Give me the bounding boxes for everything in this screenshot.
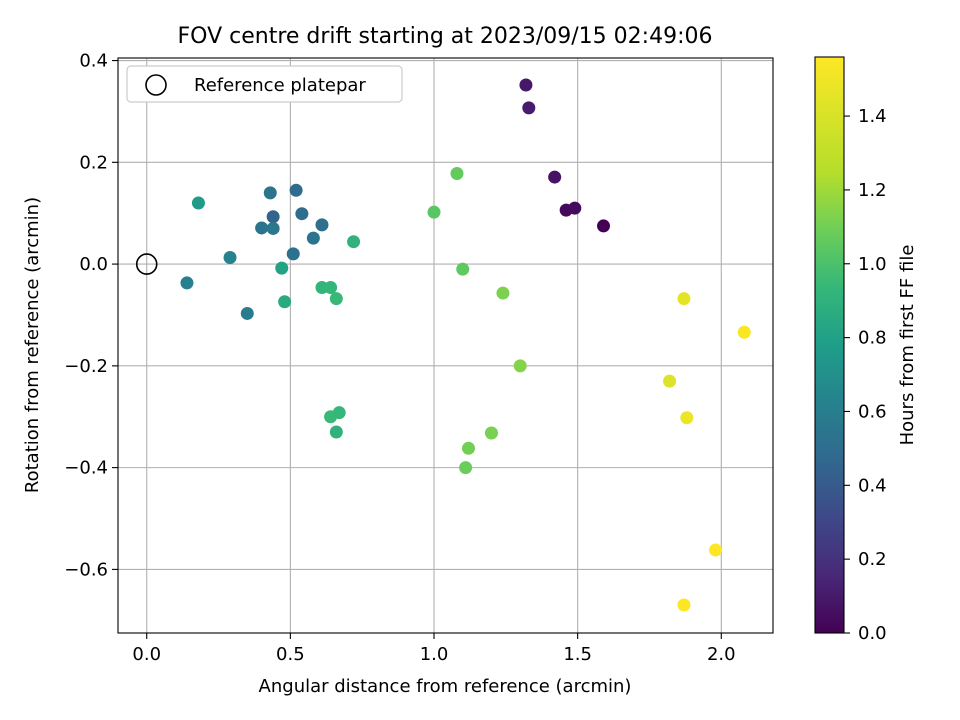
grid — [118, 58, 773, 633]
legend-box — [126, 65, 403, 103]
x-axis-ticks: 0.0 0.5 1.0 1.5 2.0 — [132, 633, 736, 665]
plot-frame — [117, 57, 774, 634]
data-point — [329, 425, 343, 439]
colorbar-ticks: 0.0 0.2 0.4 0.6 0.8 1.0 1.2 1.4 — [844, 106, 887, 644]
legend: Reference platepar — [126, 65, 403, 103]
data-point — [275, 261, 289, 275]
data-point — [266, 210, 280, 224]
data-point — [324, 280, 338, 294]
legend-marker-icon — [145, 74, 167, 96]
data-point — [263, 186, 277, 200]
data-point — [459, 461, 473, 475]
data-point — [663, 374, 677, 388]
data-point — [347, 235, 361, 249]
colorbar-gradient — [814, 56, 845, 634]
legend-label: Reference platepar — [194, 75, 366, 96]
colorbar-tick-label: 0.2 — [858, 549, 887, 570]
y-tick-label: −0.2 — [64, 356, 108, 377]
data-point — [286, 247, 300, 261]
colorbar: 0.0 0.2 0.4 0.6 0.8 1.0 1.2 1.4 Hours from firs… — [814, 56, 918, 644]
data-point — [266, 221, 280, 235]
data-point — [191, 196, 205, 210]
data-point — [450, 167, 464, 181]
data-point — [484, 426, 498, 440]
x-tick-label: 0.5 — [276, 644, 305, 665]
y-tick-label: 0.4 — [79, 51, 108, 72]
colorbar-label: Hours from first FF file — [897, 245, 918, 446]
colorbar-tick-label: 0.6 — [858, 401, 887, 422]
y-tick-label: 0.2 — [79, 152, 108, 173]
x-tick-label: 1.0 — [420, 644, 449, 665]
data-point — [461, 441, 475, 455]
y-axis-ticks: 0.4 0.2 0.0 −0.2 −0.4 −0.6 — [64, 51, 118, 580]
data-point — [677, 292, 691, 306]
data-point — [737, 325, 751, 339]
data-point — [255, 221, 269, 235]
data-point — [597, 219, 611, 233]
data-point — [289, 183, 303, 197]
reference-platepar-marker — [135, 253, 158, 275]
y-axis-label: Rotation from reference (arcmin) — [22, 197, 43, 493]
data-point — [519, 78, 533, 92]
data-point — [180, 276, 194, 290]
chart-title: FOV centre drift starting at 2023/09/15 … — [178, 24, 713, 49]
data-point — [427, 205, 441, 219]
x-tick-label: 2.0 — [707, 644, 736, 665]
y-tick-label: 0.0 — [79, 254, 108, 275]
colorbar-tick-label: 0.4 — [858, 475, 887, 496]
x-axis-label: Angular distance from reference (arcmin) — [259, 676, 632, 697]
data-point — [329, 292, 343, 306]
data-point — [295, 207, 309, 221]
data-point — [240, 306, 254, 320]
data-point — [513, 359, 527, 373]
y-tick-label: −0.6 — [64, 559, 108, 580]
colorbar-tick-label: 1.4 — [858, 106, 887, 127]
x-tick-label: 1.5 — [563, 644, 592, 665]
data-point — [306, 231, 320, 245]
colorbar-tick-label: 0.0 — [858, 623, 887, 644]
colorbar-tick-label: 0.8 — [858, 328, 887, 349]
colorbar-tick-label: 1.0 — [858, 254, 887, 275]
colorbar-tick-label: 1.2 — [858, 180, 887, 201]
data-points — [180, 78, 751, 612]
data-point — [680, 411, 694, 425]
data-point — [709, 543, 723, 557]
data-point — [278, 295, 292, 309]
x-tick-label: 0.0 — [132, 644, 161, 665]
data-point — [677, 598, 691, 612]
data-point — [522, 101, 536, 115]
data-point — [315, 218, 329, 232]
y-tick-label: −0.4 — [64, 458, 108, 479]
data-point — [548, 170, 562, 184]
data-point — [332, 406, 346, 420]
data-point — [568, 201, 582, 215]
data-point — [223, 250, 237, 264]
data-point — [456, 262, 470, 276]
data-point — [496, 286, 510, 300]
